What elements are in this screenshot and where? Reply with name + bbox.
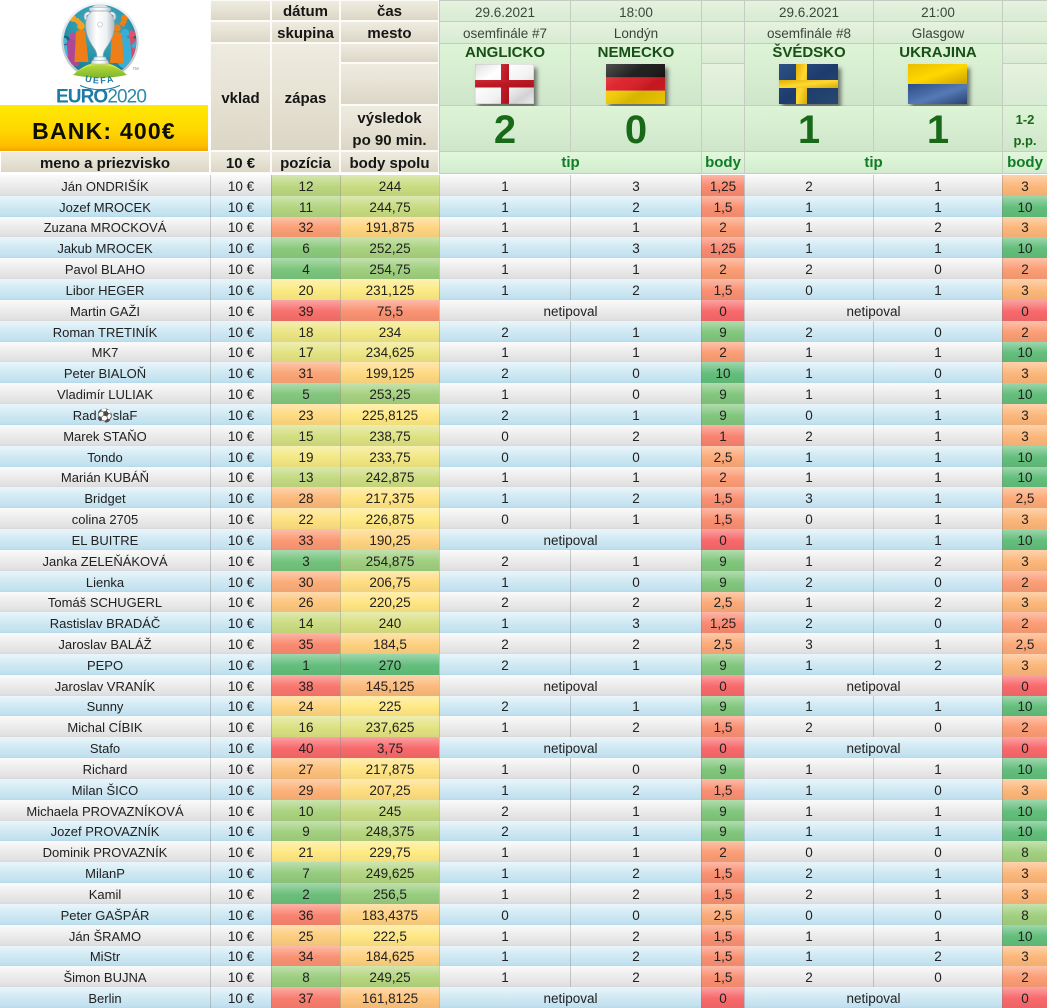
svg-text:UEFA: UEFA — [84, 73, 116, 85]
svg-text:™: ™ — [132, 67, 139, 74]
svg-text:EURO2020: EURO2020 — [56, 87, 146, 105]
